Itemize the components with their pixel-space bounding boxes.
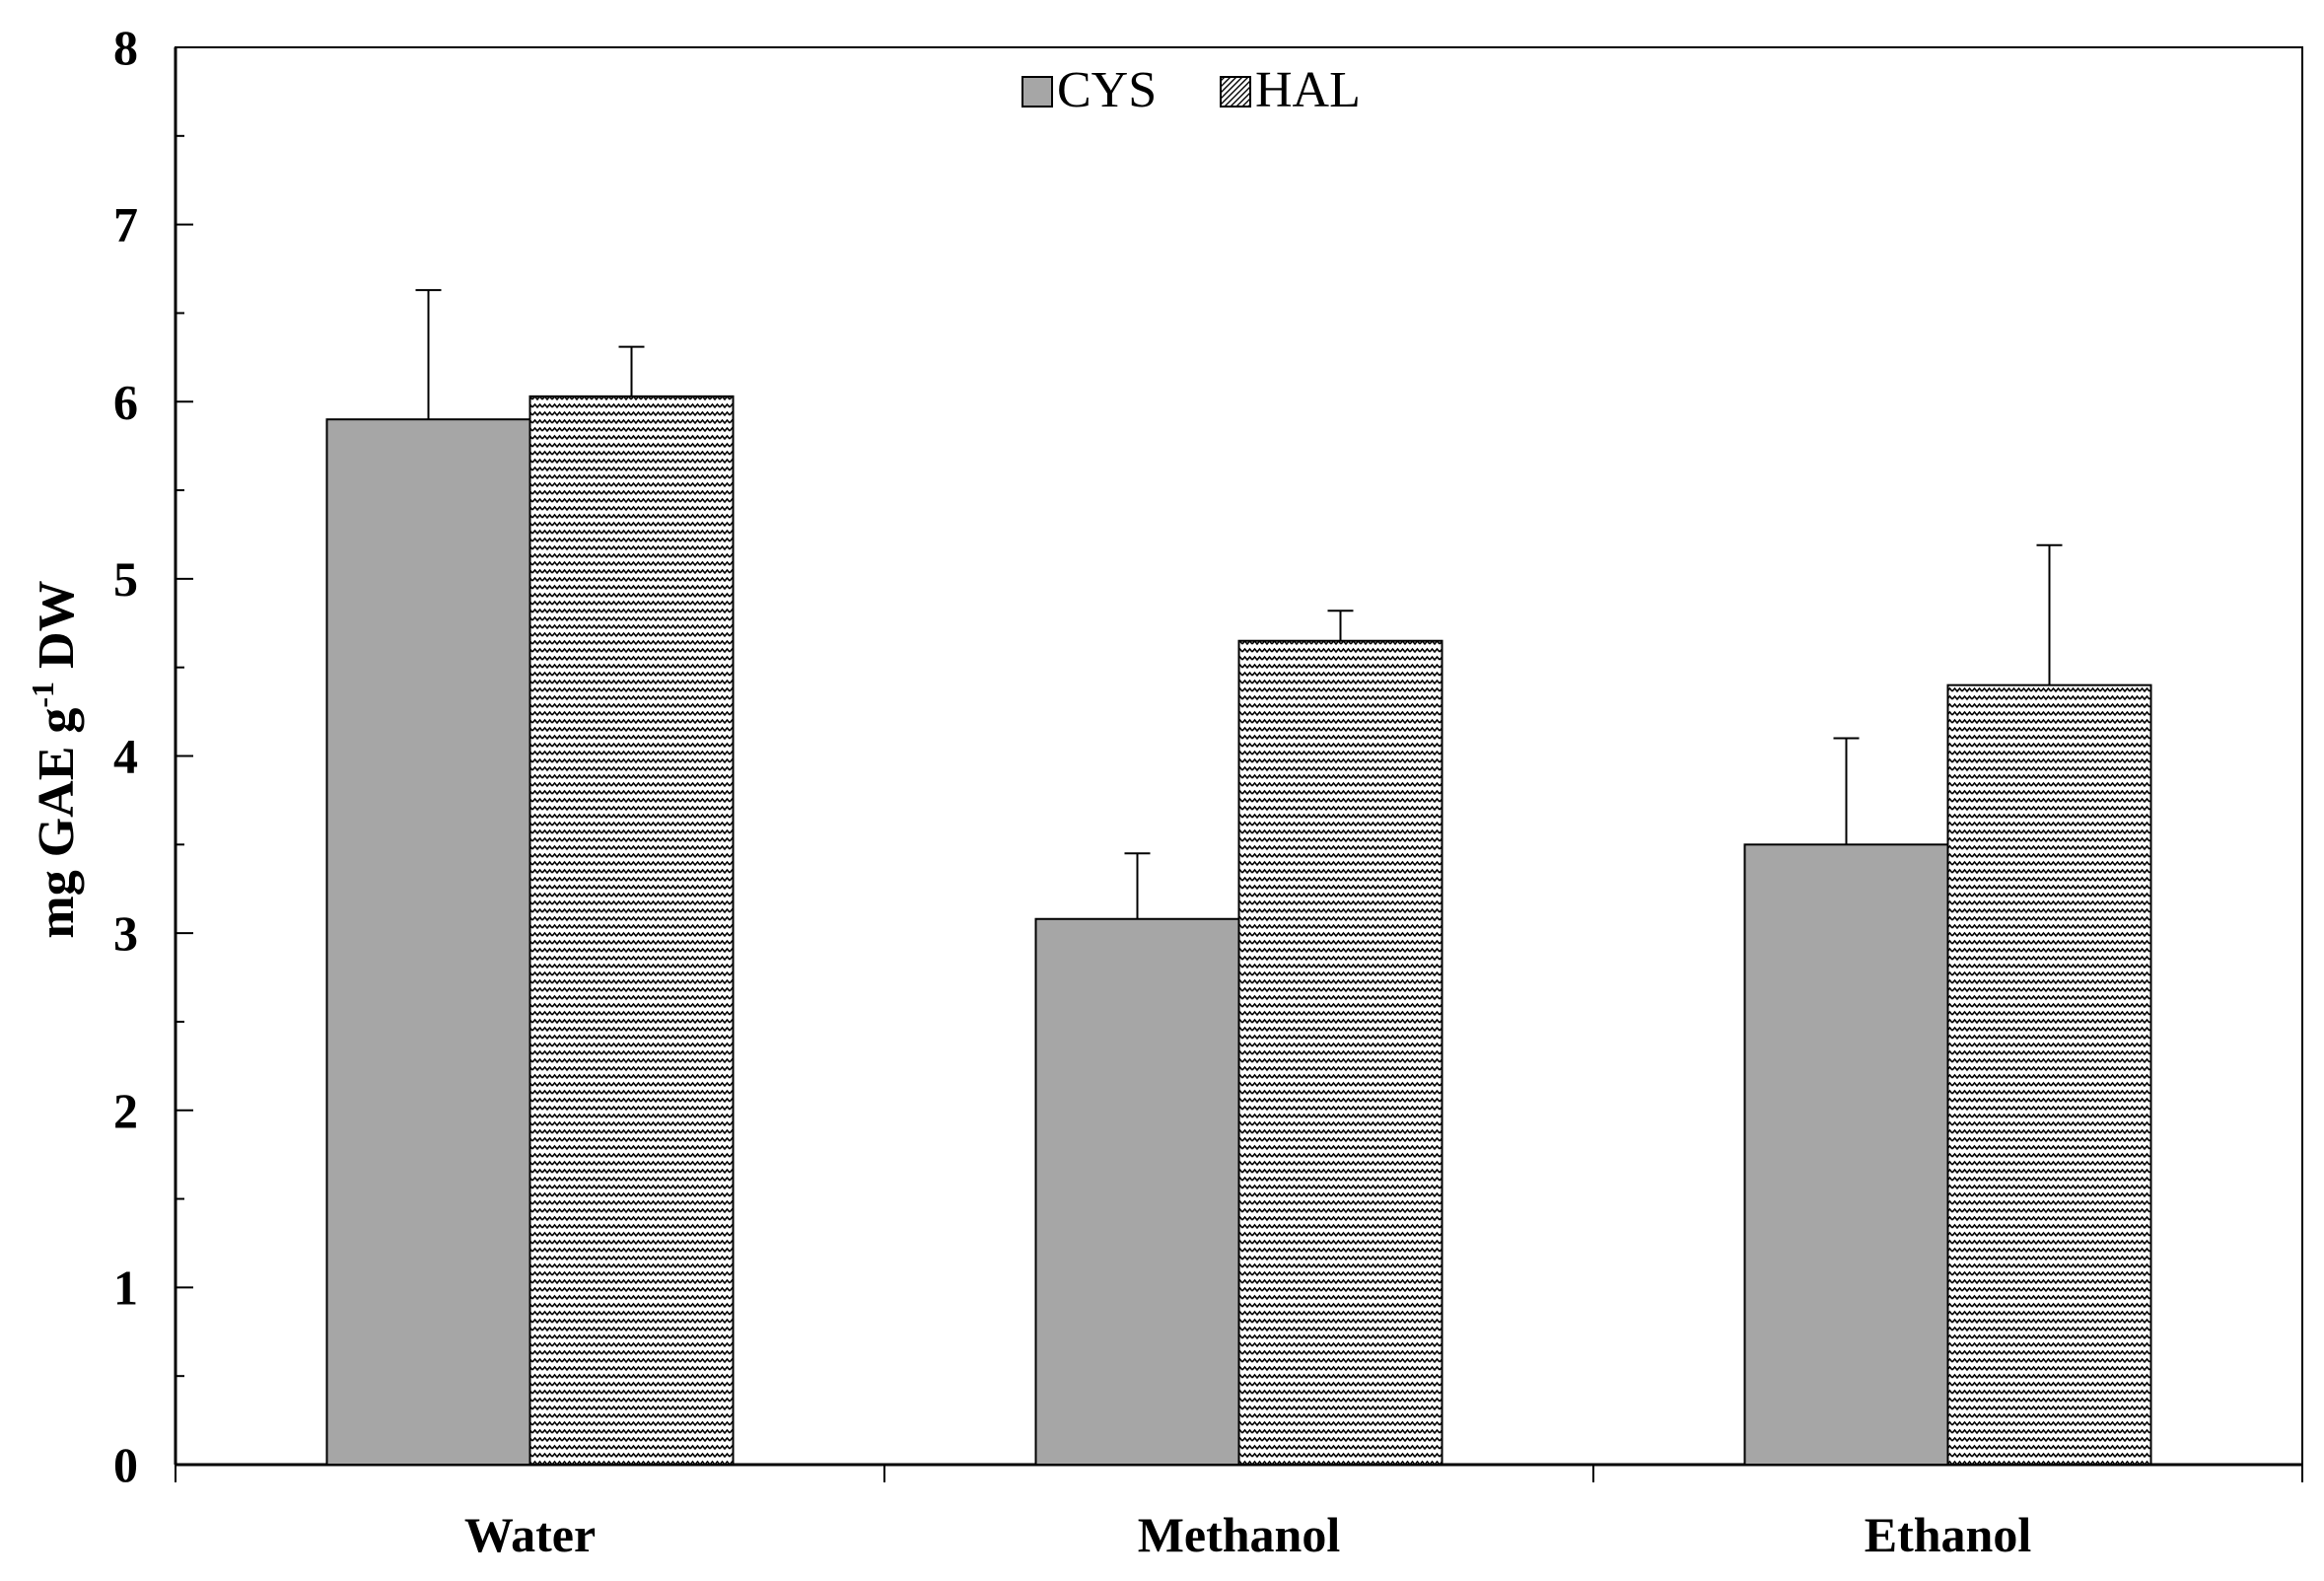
legend-label-cys: CYS	[1057, 62, 1157, 118]
y-tick-label: 7	[113, 197, 138, 252]
y-tick-label: 3	[113, 905, 138, 961]
bar-hal-water	[528, 395, 735, 1467]
legend-swatch-cys	[1021, 76, 1053, 108]
y-tick-label: 2	[113, 1083, 138, 1138]
y-tick-label: 5	[113, 551, 138, 607]
x-ticks	[175, 1465, 2303, 1482]
category-label-ethanol: Ethanol	[1865, 1507, 2032, 1562]
legend: CYS HAL	[1021, 62, 1361, 118]
y-tick-label: 0	[113, 1437, 138, 1492]
legend-label-hal: HAL	[1255, 62, 1361, 118]
y-tick-label: 4	[113, 729, 138, 784]
bar-hal-ethanol	[1946, 683, 2152, 1466]
legend-swatch-hal	[1220, 76, 1251, 108]
y-tick-label: 1	[113, 1259, 138, 1315]
y-tick-label: 6	[113, 374, 138, 429]
bar-cys-ethanol	[1743, 843, 1949, 1466]
y-tick-label: 8	[113, 20, 138, 75]
y-axis-title-superscript: -1	[25, 682, 60, 708]
category-label-methanol: Methanol	[1138, 1507, 1341, 1562]
category-label-water: Water	[464, 1507, 596, 1562]
y-axis-title-suffix: DW	[29, 580, 85, 682]
y-axis-title-main: mg GAE g	[29, 708, 85, 939]
bar-hal-methanol	[1237, 639, 1444, 1466]
y-ticks: 0 1 2 3 4 5 6 7 8	[113, 20, 193, 1492]
bars	[325, 289, 2152, 1467]
bar-cys-water	[325, 418, 531, 1466]
bar-cys-methanol	[1034, 917, 1240, 1466]
category-labels: Water Methanol Ethanol	[464, 1507, 2031, 1562]
y-axis-title: mg GAE g-1 DW	[25, 580, 85, 938]
